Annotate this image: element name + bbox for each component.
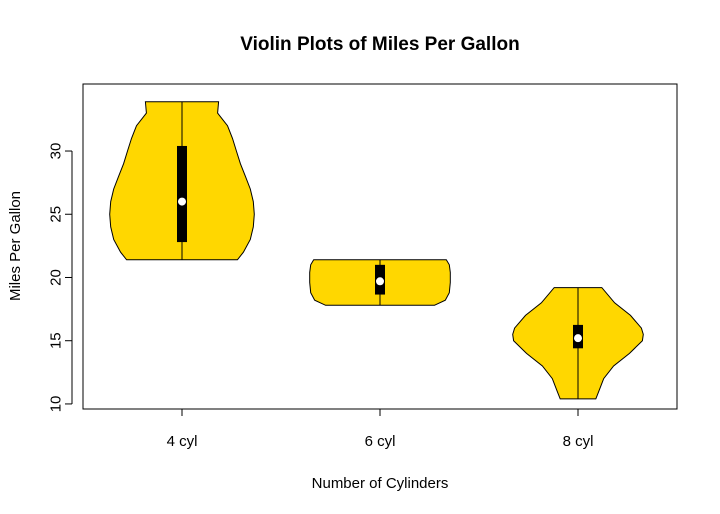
y-axis-label: Miles Per Gallon [7, 191, 24, 301]
y-axis: 10 15 20 25 30 [48, 143, 73, 413]
median-point-1 [178, 197, 186, 206]
x-tick-label-2: 6 cyl [365, 433, 396, 450]
x-tick-label-1: 4 cyl [167, 433, 198, 450]
y-tick-label-30: 30 [48, 143, 65, 160]
y-tick-label-25: 25 [48, 206, 65, 223]
median-point-2 [376, 277, 384, 286]
y-tick-label-15: 15 [48, 332, 65, 349]
y-tick-label-20: 20 [48, 269, 65, 286]
median-point-3 [574, 334, 582, 343]
iqr-box-1 [177, 145, 187, 243]
x-axis-label: Number of Cylinders [312, 475, 449, 492]
y-tick-label-10: 10 [48, 396, 65, 413]
violins-layer [109, 101, 644, 400]
chart-title: Violin Plots of Miles Per Gallon [240, 34, 519, 55]
x-tick-label-3: 8 cyl [563, 433, 594, 450]
x-axis: 4 cyl 6 cyl 8 cyl [167, 409, 594, 450]
